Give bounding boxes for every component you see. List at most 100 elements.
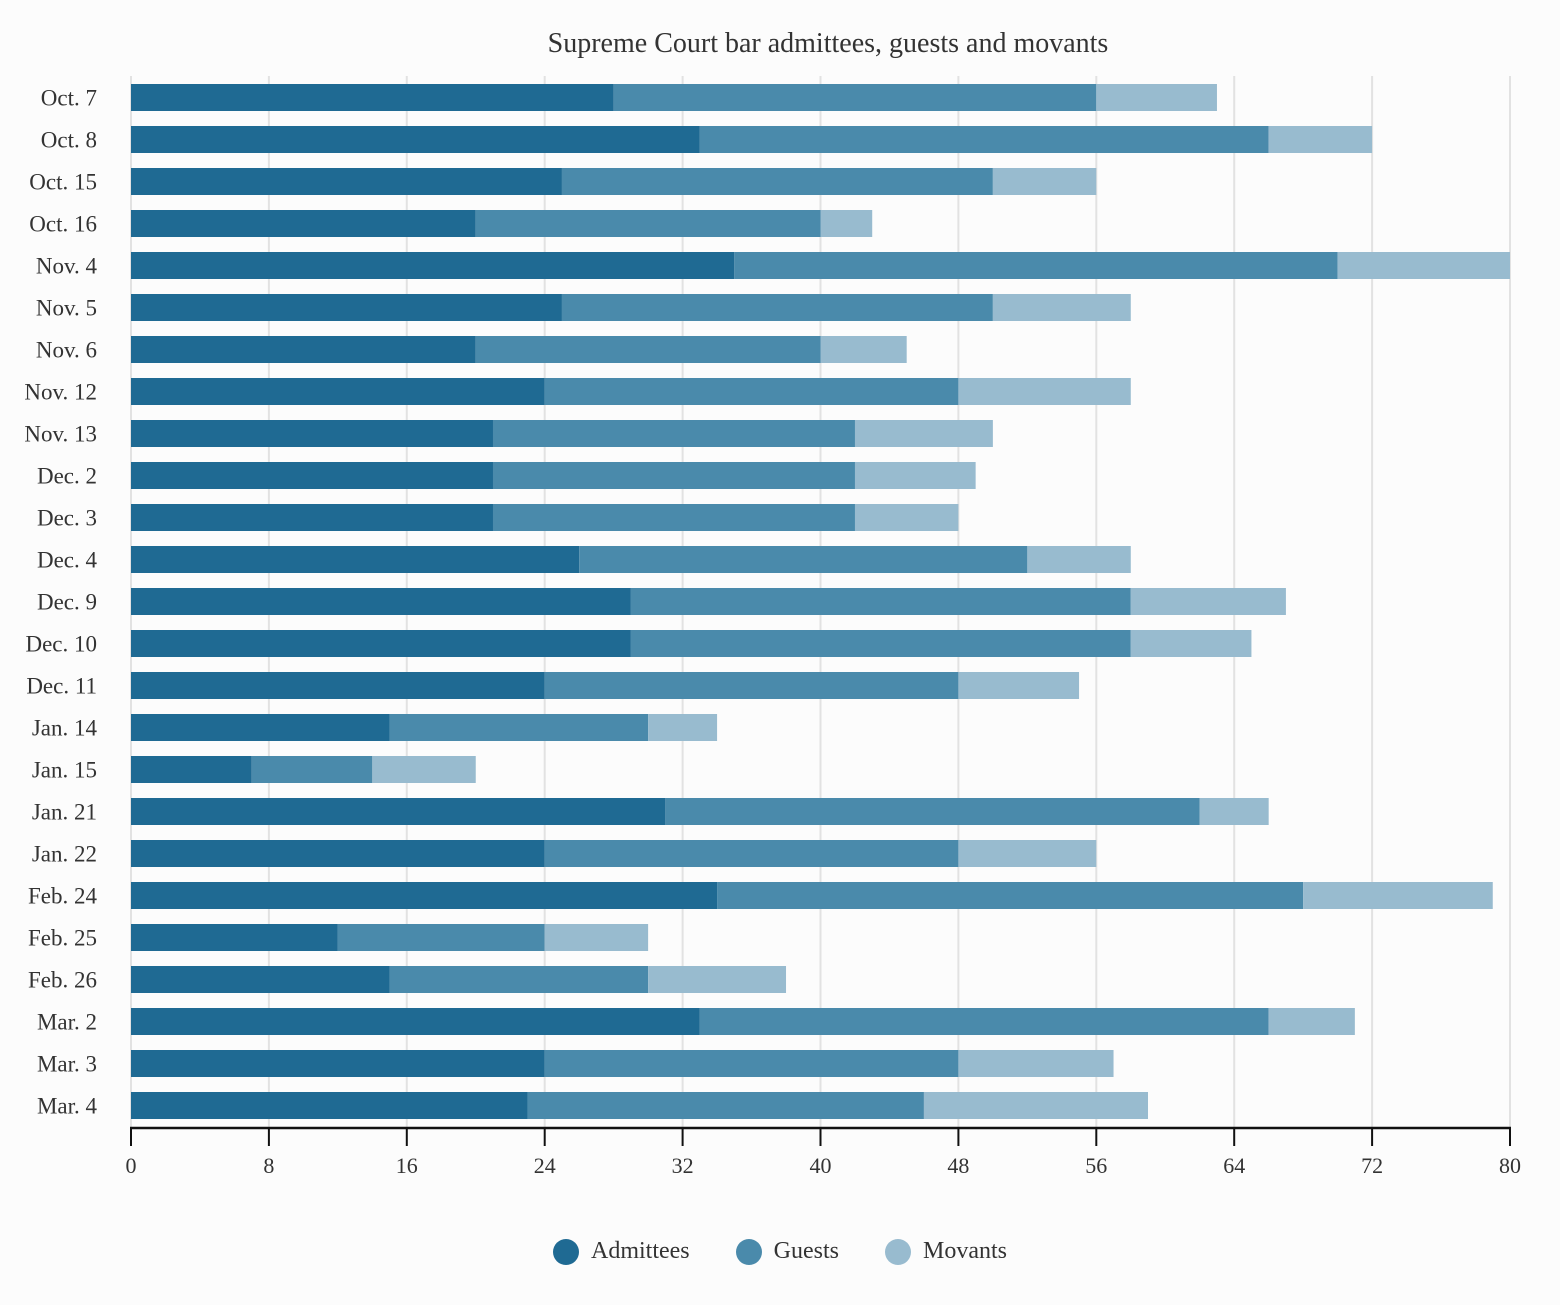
bar-guests — [561, 294, 993, 321]
bar-guests — [544, 840, 959, 867]
bar-admittees — [131, 210, 476, 237]
bar-movants — [1130, 588, 1286, 615]
bar-guests — [579, 546, 1028, 573]
bar-movants — [958, 672, 1080, 699]
bar-admittees — [131, 924, 338, 951]
y-tick-label: Dec. 11 — [26, 674, 97, 699]
bar-movants — [958, 1050, 1114, 1077]
bar-guests — [630, 588, 1131, 615]
bar-guests — [717, 882, 1304, 909]
bar-guests — [665, 798, 1200, 825]
bar-admittees — [131, 798, 666, 825]
stacked-bar-chart: Supreme Court bar admittees, guests and … — [24, 28, 1521, 1178]
y-tick-label: Feb. 26 — [28, 968, 97, 993]
legend-swatch-icon — [553, 1238, 579, 1265]
bar-admittees — [131, 882, 718, 909]
legend-label: Admittees — [591, 1238, 690, 1264]
legend-label: Guests — [773, 1238, 839, 1264]
y-tick-label: Dec. 3 — [37, 506, 97, 531]
legend-item-guests[interactable]: Guests — [735, 1238, 839, 1265]
y-tick-label: Jan. 21 — [32, 800, 97, 825]
bar-guests — [337, 924, 545, 951]
bar-admittees — [131, 546, 580, 573]
x-axis: 0 8 16 24 32 40 48 56 64 72 80 — [126, 1126, 1521, 1178]
bar-admittees — [131, 126, 700, 153]
y-tick-label: Jan. 14 — [32, 716, 98, 741]
bar-guests — [389, 966, 649, 993]
bar-movants — [958, 840, 1097, 867]
bar-movants — [544, 924, 649, 951]
y-tick-label: Oct. 16 — [29, 212, 97, 237]
y-tick-label: Mar. 3 — [37, 1052, 97, 1077]
bar-movants — [648, 966, 787, 993]
bar-admittees — [131, 462, 493, 489]
bar-movants — [1027, 546, 1131, 573]
bar-admittees — [131, 630, 631, 657]
x-tick-label: 0 — [126, 1153, 137, 1178]
y-tick-label: Nov. 13 — [24, 422, 97, 447]
x-tick-label: 72 — [1361, 1153, 1383, 1178]
x-tick-label: 48 — [947, 1153, 969, 1178]
legend-swatch-icon — [885, 1238, 911, 1265]
bar-admittees — [131, 714, 390, 741]
x-tick-label: 16 — [396, 1153, 418, 1178]
bar-movants — [1096, 84, 1217, 111]
bar-guests — [492, 420, 855, 447]
legend: Admittees Guests Movants — [0, 1238, 1560, 1265]
x-tick-label: 8 — [263, 1153, 274, 1178]
y-tick-label: Nov. 12 — [24, 380, 97, 405]
bar-admittees — [131, 672, 545, 699]
bar-admittees — [131, 1050, 545, 1077]
legend-item-admittees[interactable]: Admittees — [553, 1238, 690, 1265]
y-tick-label: Mar. 4 — [37, 1094, 98, 1119]
legend-item-movants[interactable]: Movants — [885, 1238, 1007, 1265]
bar-movants — [1303, 882, 1493, 909]
bar-movants — [820, 210, 873, 237]
bar-movants — [923, 1092, 1149, 1119]
x-tick-label: 24 — [534, 1153, 556, 1178]
x-tick-label: 32 — [672, 1153, 694, 1178]
bar-admittees — [131, 756, 252, 783]
bar-admittees — [131, 84, 614, 111]
y-tick-label: Feb. 25 — [28, 926, 97, 951]
bar-admittees — [131, 420, 493, 447]
legend-label: Movants — [923, 1238, 1007, 1264]
bar-admittees — [131, 588, 631, 615]
bar-movants — [1130, 630, 1252, 657]
bar-guests — [561, 168, 993, 195]
bar-admittees — [131, 336, 476, 363]
x-tick-label: 80 — [1499, 1153, 1521, 1178]
y-tick-label: Jan. 22 — [32, 842, 97, 867]
bar-guests — [492, 462, 855, 489]
y-tick-label: Jan. 15 — [32, 758, 97, 783]
bar-guests — [613, 84, 1097, 111]
y-tick-label: Mar. 2 — [37, 1010, 97, 1035]
bar-admittees — [131, 1008, 700, 1035]
y-tick-label: Feb. 24 — [28, 884, 98, 909]
x-tick-label: 56 — [1085, 1153, 1107, 1178]
bar-admittees — [131, 294, 562, 321]
bar-admittees — [131, 1092, 528, 1119]
bar-admittees — [131, 168, 562, 195]
bar-admittees — [131, 504, 493, 531]
bar-guests — [492, 504, 855, 531]
bar-admittees — [131, 252, 735, 279]
bar-guests — [699, 126, 1269, 153]
bar-movants — [648, 714, 718, 741]
bar-movants — [1199, 798, 1269, 825]
bar-guests — [734, 252, 1338, 279]
bar-admittees — [131, 378, 545, 405]
y-tick-label: Nov. 6 — [36, 338, 97, 363]
bar-movants — [958, 378, 1131, 405]
bar-movants — [992, 294, 1131, 321]
bar-guests — [251, 756, 373, 783]
bar-guests — [544, 378, 959, 405]
bar-guests — [630, 630, 1131, 657]
bar-movants — [1268, 126, 1373, 153]
bar-guests — [544, 672, 959, 699]
bar-guests — [475, 210, 821, 237]
chart-title: Supreme Court bar admittees, guests and … — [548, 28, 1109, 59]
legend-swatch-icon — [735, 1238, 762, 1265]
bar-movants — [1268, 1008, 1355, 1035]
bar-guests — [544, 1050, 959, 1077]
